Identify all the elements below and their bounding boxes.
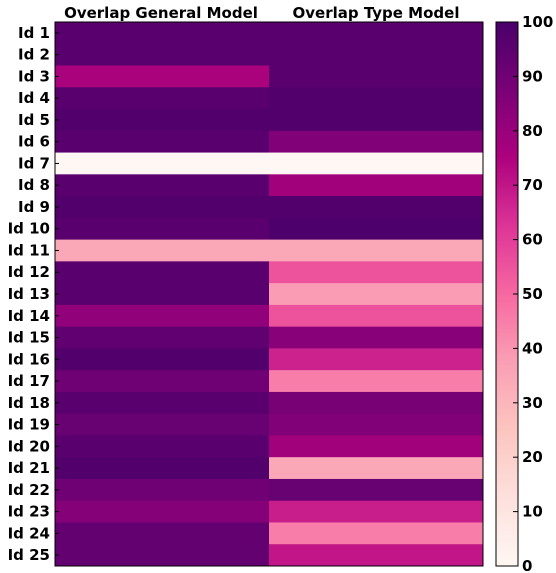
heatmap-cell	[55, 326, 270, 349]
heatmap-cell	[55, 261, 270, 284]
heatmap-cell	[269, 478, 484, 502]
heatmap-cell	[55, 391, 270, 415]
heatmap-cell	[269, 87, 484, 110]
column-labels: Overlap General Model Overlap Type Model	[64, 4, 459, 22]
colorbar-tick-label: 40	[522, 339, 543, 357]
row-label: Id 20	[8, 437, 50, 455]
row-label: Id 7	[18, 154, 50, 172]
row-label: Id 18	[8, 394, 50, 412]
row-label: Id 23	[8, 503, 50, 521]
colorbar-ticks: 0 10 20 30 40 50 60 70 80 90 100	[513, 13, 553, 573]
row-label: Id 11	[8, 241, 50, 259]
heatmap-cell	[55, 239, 270, 262]
heatmap-cell	[55, 304, 270, 328]
heatmap-cell	[269, 304, 484, 328]
heatmap-cell	[269, 196, 484, 219]
row-labels: Id 1 Id 2 Id 3 Id 4 Id 5 Id 6 Id 7 Id 8 Id 9 Id 1…	[8, 24, 59, 564]
colorbar-tick-label: 30	[522, 394, 543, 412]
heatmap-cell	[55, 22, 270, 45]
heatmap-cell	[55, 544, 270, 567]
row-label: Id 5	[18, 111, 50, 129]
heatmap-cell	[55, 174, 270, 197]
heatmap-cell	[269, 130, 484, 154]
row-label: Id 6	[18, 133, 50, 151]
colorbar-tick-label: 90	[522, 67, 543, 85]
colorbar-tick-label: 10	[522, 503, 543, 521]
row-label: Id 2	[18, 46, 50, 64]
heatmap-frame	[54, 21, 484, 567]
heatmap-cell	[269, 435, 484, 458]
heatmap-cell	[269, 370, 484, 393]
heatmap-cell	[269, 43, 484, 67]
heatmap-cell	[55, 457, 270, 480]
column-label-type: Overlap Type Model	[293, 4, 460, 22]
heatmap-cell	[55, 283, 270, 306]
heatmap-cell	[269, 174, 484, 197]
row-label: Id 3	[18, 67, 50, 85]
colorbar-tick-label: 0	[522, 557, 532, 573]
row-label: Id 21	[8, 459, 50, 477]
heatmap-cell	[55, 522, 270, 545]
row-label: Id 14	[8, 307, 50, 325]
row-label: Id 1	[18, 24, 50, 42]
row-label: Id 17	[8, 372, 50, 390]
column-label-general: Overlap General Model	[64, 4, 258, 22]
heatmap-cell	[269, 413, 484, 436]
colorbar-tick-label: 60	[522, 231, 543, 249]
heatmap-cell	[269, 522, 484, 545]
colorbar-tick-label: 100	[522, 13, 553, 31]
heatmap-cell	[269, 239, 484, 262]
heatmap-cell	[269, 217, 484, 241]
heatmap-cell	[269, 391, 484, 415]
row-label: Id 12	[8, 263, 50, 281]
heatmap-cell	[55, 478, 270, 502]
heatmap-cell	[55, 130, 270, 154]
heatmap-cell	[55, 500, 270, 523]
row-label: Id 15	[8, 329, 50, 347]
colorbar-tick-label: 50	[522, 285, 543, 303]
heatmap-cell	[269, 152, 484, 175]
row-label: Id 19	[8, 416, 50, 434]
heatmap-cell	[55, 370, 270, 393]
heatmap-cell	[269, 261, 484, 284]
heatmap-cell	[269, 283, 484, 306]
heatmap-cell	[55, 152, 270, 175]
colorbar-tick-label: 20	[522, 448, 543, 466]
row-label: Id 16	[8, 350, 50, 368]
row-label: Id 9	[18, 198, 50, 216]
row-label: Id 10	[8, 220, 50, 238]
row-label: Id 8	[18, 176, 50, 194]
colorbar-tick-label: 70	[522, 176, 543, 194]
row-label: Id 4	[18, 89, 50, 107]
heatmap-cell	[269, 544, 484, 567]
row-label: Id 25	[8, 546, 50, 564]
heatmap-cell	[55, 43, 270, 67]
heatmap-cell	[55, 65, 270, 88]
row-label: Id 24	[8, 524, 50, 542]
heatmap-cell	[55, 87, 270, 110]
row-label: Id 22	[8, 481, 50, 499]
heatmap-cell	[55, 109, 270, 132]
heatmap-cell	[269, 326, 484, 349]
heatmap-cell	[269, 348, 484, 371]
heatmap-cell	[269, 500, 484, 523]
heatmap-cell	[55, 435, 270, 458]
heatmap-cells	[55, 22, 484, 567]
heatmap-cell	[269, 65, 484, 88]
heatmap-cell	[269, 22, 484, 45]
heatmap-cell	[269, 109, 484, 132]
heatmap-cell	[55, 348, 270, 371]
colorbar-tick-label: 80	[522, 122, 543, 140]
row-label: Id 13	[8, 285, 50, 303]
heatmap-cell	[55, 217, 270, 241]
heatmap-cell	[55, 413, 270, 436]
heatmap-cell	[55, 196, 270, 219]
heatmap-cell	[269, 457, 484, 480]
